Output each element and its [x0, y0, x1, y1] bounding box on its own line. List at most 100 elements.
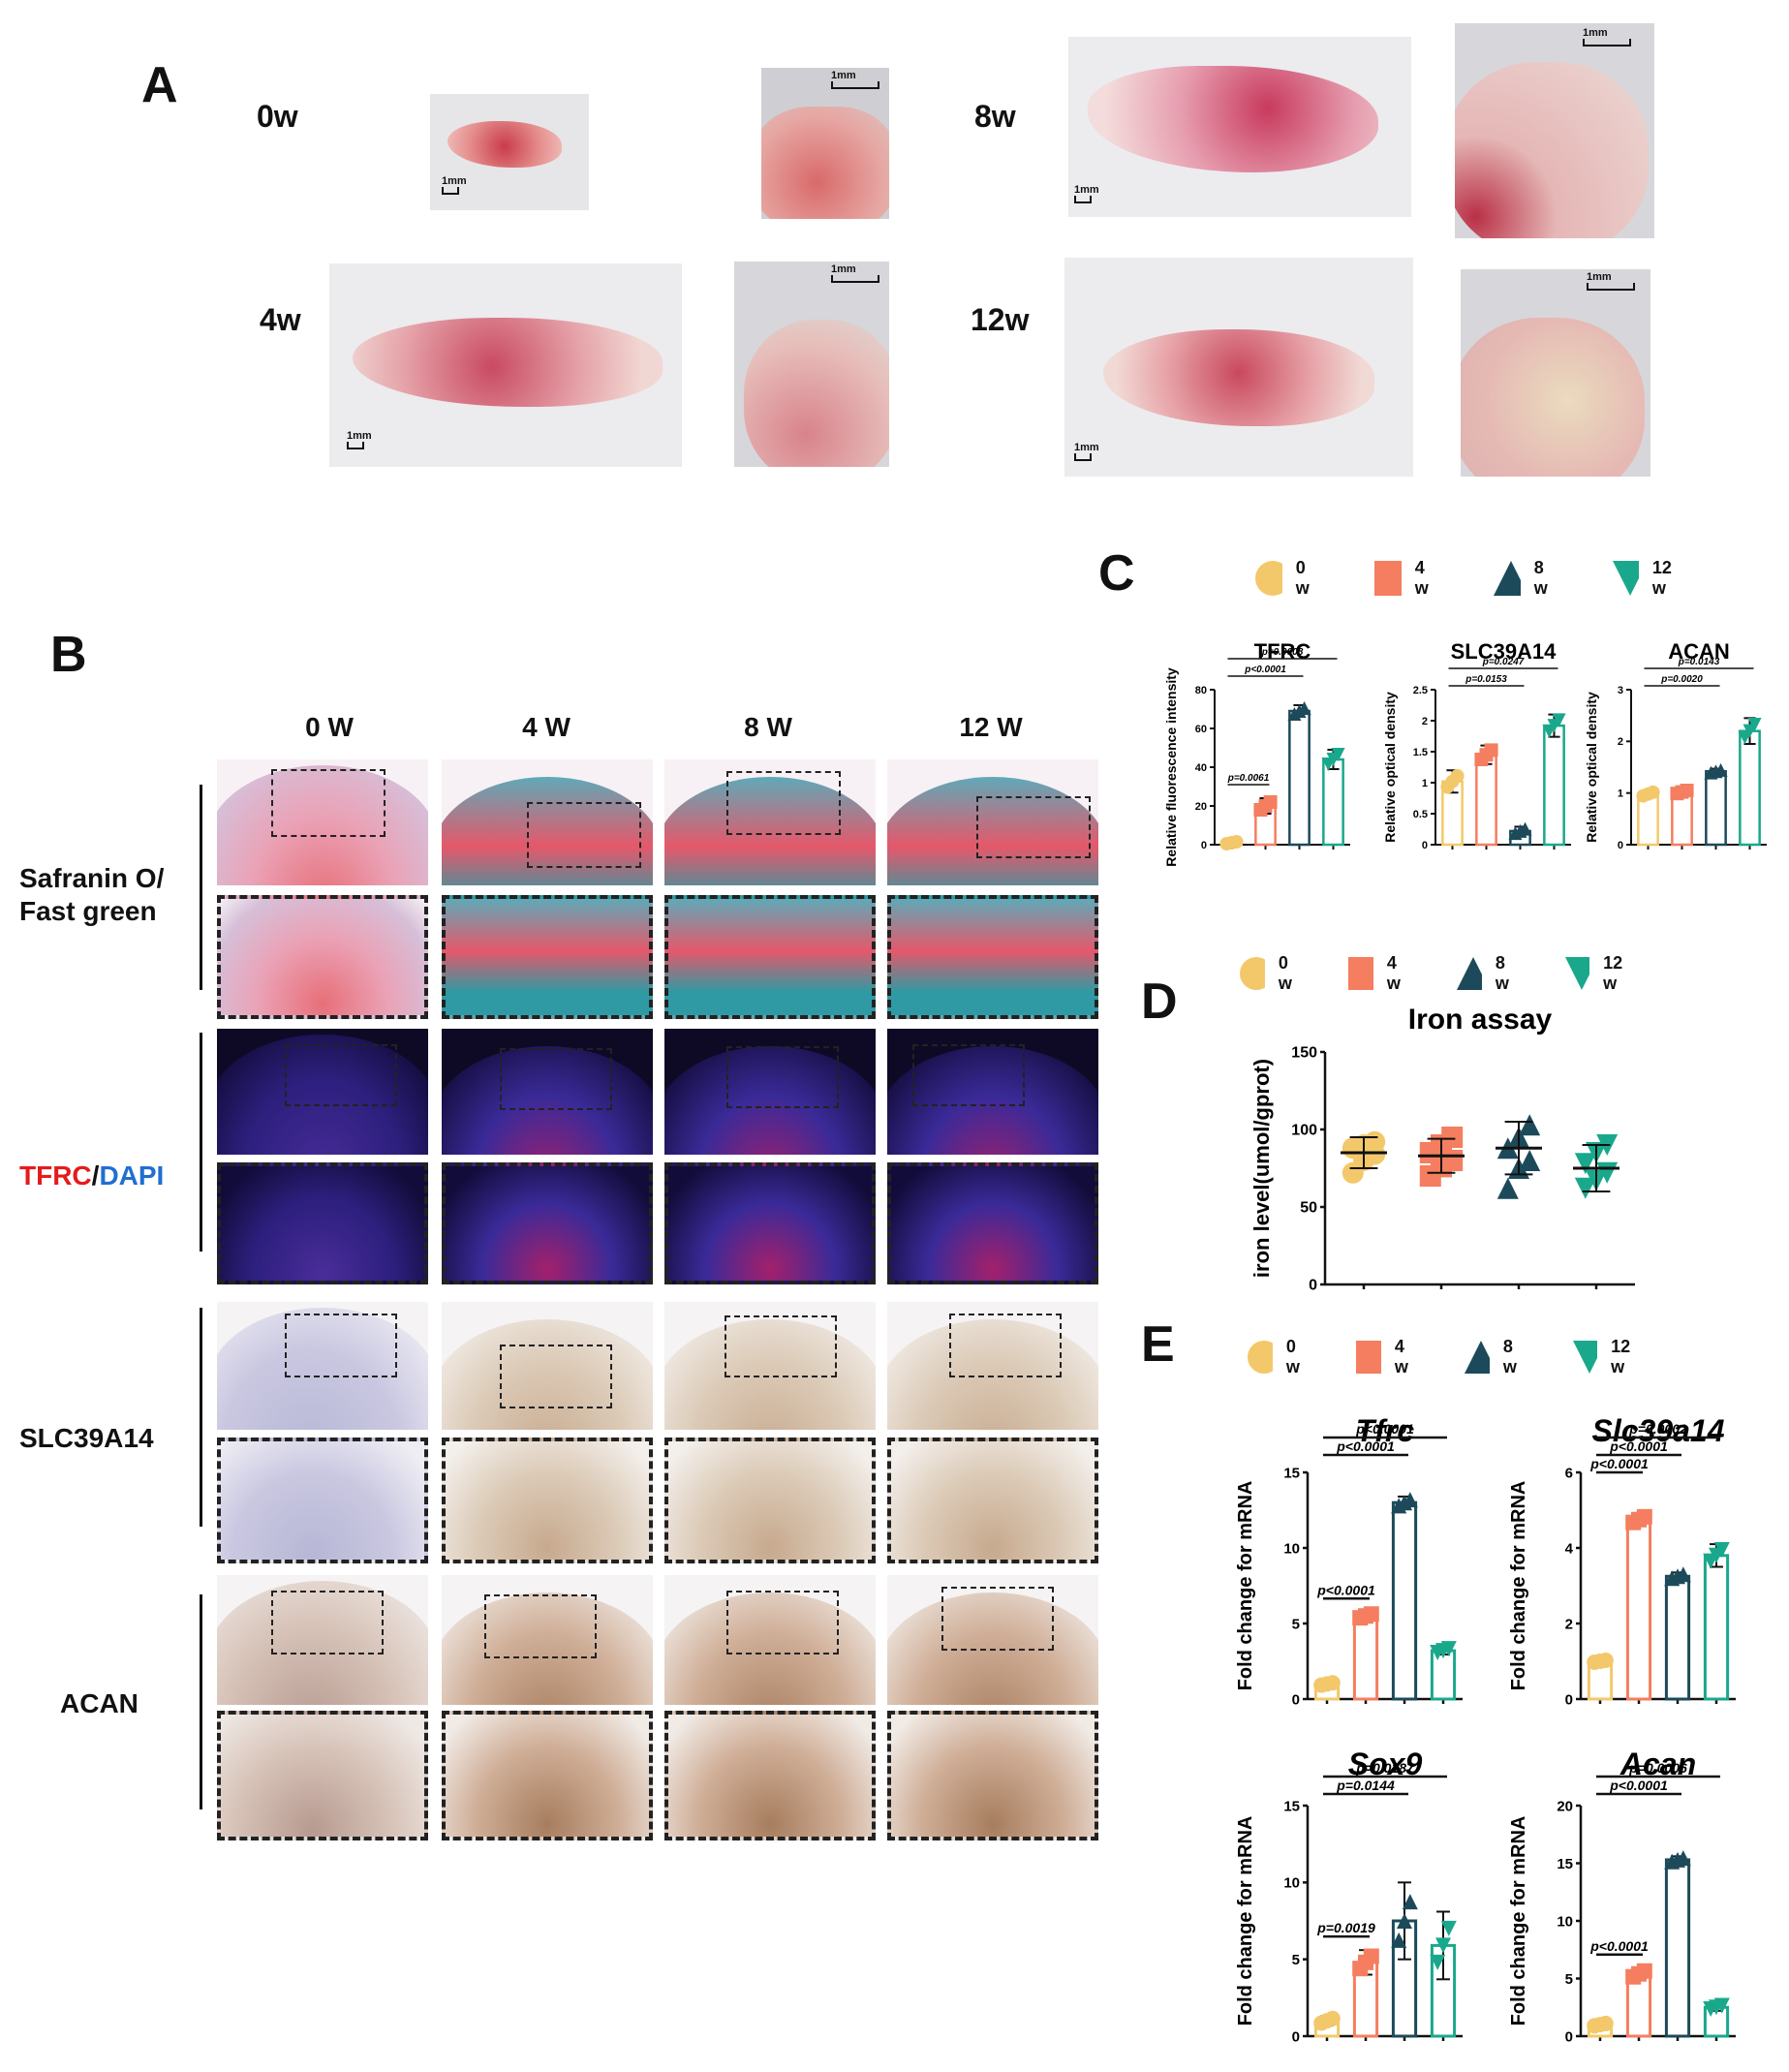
data-point: [1675, 1850, 1691, 1867]
bar: [1664, 1858, 1691, 2038]
zoom-region-box: [527, 802, 641, 868]
row-label-separator: /: [91, 1160, 100, 1191]
chart-title: SLC39A14: [1451, 639, 1558, 664]
data-point: [1440, 1641, 1457, 1657]
legend-item: 0 w: [1255, 558, 1317, 599]
y-axis-label: Fold change for mRNA: [1508, 1816, 1529, 2026]
histology-overview-image: [887, 1029, 1098, 1155]
column-header: 12 W: [959, 712, 1023, 742]
histology-zoom-image: [664, 1711, 876, 1840]
data-point: [1646, 785, 1660, 799]
histology-overview-image: [217, 1029, 428, 1155]
data-point: [1440, 1920, 1457, 1936]
p-value-label: p=0.0144: [1336, 1778, 1395, 1793]
row-label-line: Fast green: [19, 896, 157, 926]
bar: [1703, 1554, 1730, 1701]
scale-bar-label: 1mm: [831, 70, 856, 81]
legend-item: 4 w: [1348, 953, 1408, 994]
p-value-label: p=0.0019: [1316, 1920, 1375, 1935]
histology-zoom-image: [442, 1438, 653, 1563]
legend-label: 4 w: [1386, 953, 1401, 993]
legend-item: 8 w: [1494, 558, 1556, 599]
legend-label: 12 w: [1611, 1337, 1631, 1376]
scale-bar-label: 1mm: [1074, 442, 1099, 453]
scale-bar: [1587, 283, 1635, 291]
zoom-region-box: [726, 771, 841, 835]
chart-c-tfrc: TFRC Relative fluorescence intensity 0 20 40…: [1163, 639, 1350, 867]
histology-overview-image: [887, 759, 1098, 885]
y-tick-label: 0: [1565, 1691, 1573, 1708]
column-header: 4 W: [522, 712, 571, 742]
data-point: [1519, 1114, 1541, 1136]
scale-bar: [831, 275, 879, 283]
zoom-region-box: [725, 1315, 837, 1377]
legend-marker-icon: [1573, 1341, 1598, 1374]
legend-marker-icon: [1457, 957, 1482, 990]
y-tick-label: 1.5: [1413, 747, 1428, 758]
panel-d-letter: D: [1141, 974, 1178, 1030]
p-value-label: p<0.0001: [1589, 1938, 1649, 1954]
histology-overview-image: [442, 1029, 653, 1155]
bar: [1664, 1574, 1691, 1701]
y-tick-label: 0: [1292, 1691, 1300, 1708]
histology-overview-image: [887, 1575, 1098, 1705]
y-tick-label: 100: [1291, 1123, 1317, 1139]
y-tick-label: 15: [1557, 1856, 1573, 1872]
histology-overview-image: [217, 759, 428, 885]
joint-overview-photo: 1mm: [430, 94, 589, 210]
p-value-label: p=0.0187: [1355, 1760, 1415, 1776]
y-tick-label: 10: [1557, 1913, 1573, 1930]
panel-e-letter: E: [1141, 1316, 1175, 1373]
y-tick-label: 20: [1195, 801, 1207, 813]
zoom-region-box: [285, 1044, 397, 1106]
legend-label: 0 w: [1295, 558, 1310, 598]
histology-zoom-image: [442, 895, 653, 1019]
panel-a-week-label: 12w: [971, 302, 1030, 337]
row-label-line: Safranin O/: [19, 863, 165, 893]
p-value-label: p=0.0247: [1482, 657, 1525, 667]
panel-a-week-label: 8w: [974, 99, 1016, 134]
data-point: [1636, 1963, 1652, 1979]
scale-bar-label: 1mm: [347, 430, 372, 442]
histology-zoom-image: [887, 895, 1098, 1019]
tissue-section: [887, 777, 1098, 885]
panel-c-letter: C: [1098, 545, 1135, 602]
legend-item: 12 w: [1573, 1337, 1639, 1377]
legend-label: 0 w: [1278, 953, 1292, 993]
data-point: [1518, 821, 1532, 836]
y-axis-label: Fold change for mRNA: [1508, 1481, 1529, 1691]
y-axis-label: Relative optical density: [1382, 692, 1398, 843]
legend-marker-icon: [1465, 1341, 1490, 1374]
bar: [1391, 1500, 1418, 1701]
legend-marker-icon: [1374, 561, 1402, 596]
legend-marker-icon: [1248, 1341, 1273, 1374]
tissue-section: [217, 1581, 428, 1705]
bar: [1739, 729, 1761, 847]
histology-overview-image: [664, 1302, 876, 1430]
data-point: [1519, 1150, 1541, 1171]
legend-label: 0 w: [1285, 1337, 1300, 1376]
joint-overview-photo: 1mm: [329, 263, 682, 467]
zoom-region-box: [271, 769, 386, 837]
y-tick-label: 10: [1283, 1875, 1300, 1892]
tissue-section: [664, 1046, 876, 1155]
y-tick-label: 5: [1292, 1616, 1300, 1632]
tissue-section: [217, 1035, 428, 1155]
zoom-region-box: [500, 1048, 612, 1110]
legend-label: 12 w: [1603, 953, 1623, 993]
data-point: [1636, 1508, 1652, 1525]
zoom-region-box: [726, 1046, 839, 1108]
y-axis-label: Relative optical density: [1584, 692, 1599, 843]
zoom-region-box: [271, 1591, 384, 1655]
legend-label: 12 w: [1651, 558, 1672, 598]
y-tick-label: 10: [1283, 1540, 1300, 1557]
histology-overview-image: [664, 1575, 876, 1705]
y-tick-label: 1: [1422, 778, 1428, 789]
joint-zoom-photo: 1mm: [734, 262, 889, 467]
legend-label: 8 w: [1502, 1337, 1517, 1376]
data-point: [1574, 1153, 1596, 1175]
legend-item: 8 w: [1457, 953, 1517, 994]
p-value-label: p=0.0008: [1261, 647, 1304, 658]
